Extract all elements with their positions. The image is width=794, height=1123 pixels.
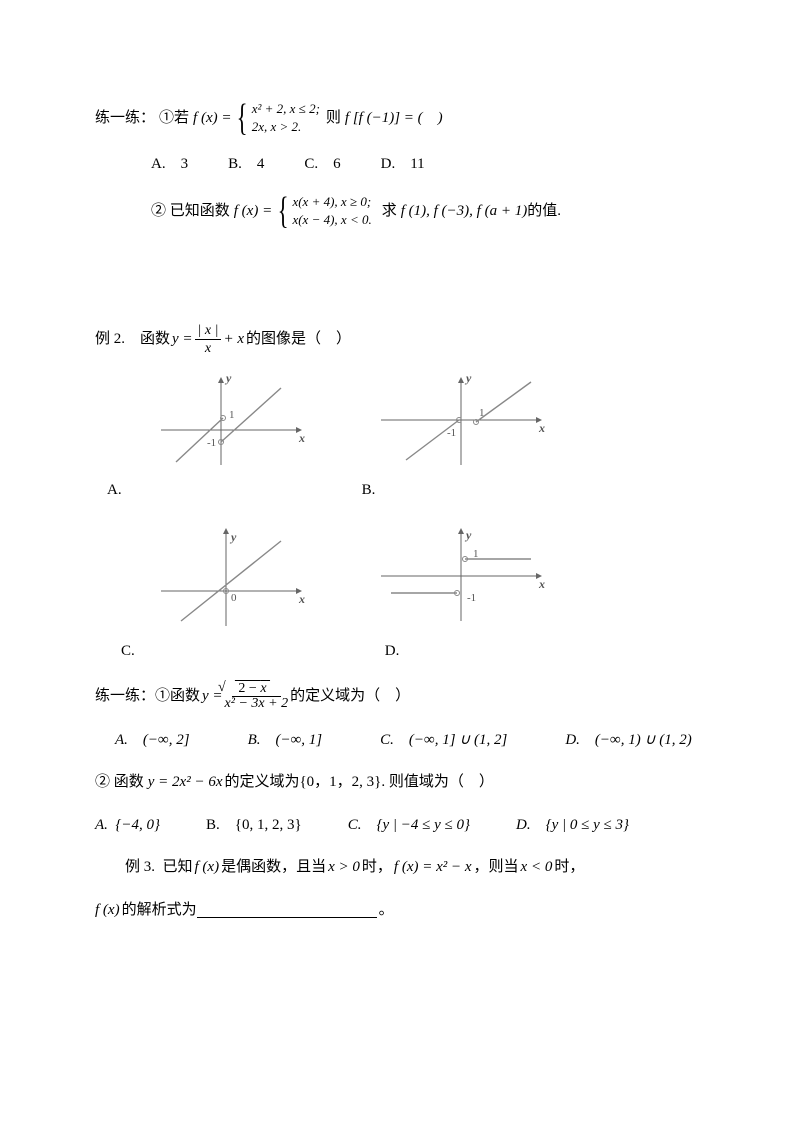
- graph-c: y x 0: [151, 521, 311, 631]
- svg-text:1: 1: [473, 548, 479, 560]
- fx2: f (x) =: [234, 197, 272, 226]
- expr: f [f (−1)] = ( ): [345, 104, 443, 133]
- fraction: 2 − x √ x² − 3x + 2: [225, 681, 289, 712]
- opt-c: C. (−∞, 1] ∪ (1, 2]: [380, 726, 507, 755]
- label-b: B.: [362, 476, 376, 505]
- svg-text:y: y: [464, 528, 472, 542]
- opt-a: A. (−∞, 2]: [115, 726, 190, 755]
- graph-c-svg: y x 0: [151, 521, 311, 631]
- opt-d: D. {y | 0 ≤ y ≤ 3}: [516, 811, 629, 840]
- practice2-q1: 练一练：①函数 y = 2 − x √ x² − 3x + 2 的定义域为（ ）: [95, 681, 699, 712]
- svg-text:x: x: [298, 592, 305, 606]
- svg-text:x: x: [298, 431, 305, 445]
- svg-text:1: 1: [229, 409, 235, 421]
- svg-text:-1: -1: [207, 437, 216, 449]
- svg-text:0: 0: [231, 592, 237, 604]
- vals: f (1), f (−3), f (a + 1): [401, 197, 527, 226]
- graph-d: y x 1 -1: [371, 521, 551, 631]
- graph-a-svg: y x 1 -1: [151, 370, 311, 470]
- label-a: A.: [107, 476, 122, 505]
- graphs-row-1: y x 1 -1 y x 1 -1: [95, 370, 699, 470]
- practice1-q2: ② 已知函数 f (x) = x(x + 4), x ≥ 0; x(x − 4)…: [95, 193, 699, 229]
- svg-text:1: 1: [479, 407, 485, 419]
- svg-text:y: y: [464, 371, 472, 385]
- graph-labels-2: C. D.: [95, 637, 699, 666]
- practice2-opts: A. (−∞, 2] B. (−∞, 1] C. (−∞, 1] ∪ (1, 2…: [95, 726, 699, 755]
- svg-text:x: x: [538, 421, 545, 435]
- opt-b: B. 4: [228, 150, 264, 179]
- ex3-line1: 例 3. 已知 f (x) 是偶函数，且当 x > 0 时， f (x) = x…: [95, 853, 699, 882]
- opt-d: D. 11: [381, 150, 425, 179]
- opt-b: B. (−∞, 1]: [248, 726, 323, 755]
- graph-a: y x 1 -1: [151, 370, 311, 470]
- graph-d-svg: y x 1 -1: [371, 521, 551, 631]
- label-c: C.: [121, 637, 135, 666]
- q2-2: ② 函数 y = 2x² − 6x 的定义域为{0，1，2, 3}. 则值域为（…: [95, 768, 699, 797]
- svg-text:y: y: [229, 530, 237, 544]
- practice1-q1: 练一练： ①若 f (x) = x² + 2, x ≤ 2; 2x, x > 2…: [95, 100, 699, 136]
- svg-text:x: x: [538, 577, 545, 591]
- opt-c: C. 6: [304, 150, 340, 179]
- ex2: 例 2. 函数 y = | x | x + x 的图像是（ ）: [95, 323, 699, 356]
- fraction: | x | x: [195, 323, 222, 356]
- graph-b-svg: y x 1 -1: [371, 370, 551, 470]
- opt-d: D. (−∞, 1) ∪ (1, 2): [565, 726, 691, 755]
- opt-a: A. 3: [151, 150, 188, 179]
- brace-icon: x² + 2, x ≤ 2; 2x, x > 2.: [233, 100, 319, 136]
- label: 练一练：: [95, 104, 155, 133]
- svg-text:-1: -1: [467, 592, 476, 604]
- graph-labels-1: A. B.: [95, 476, 699, 505]
- brace-icon: x(x + 4), x ≥ 0; x(x − 4), x < 0.: [274, 193, 372, 229]
- opt-c: C. {y | −4 ≤ y ≤ 0}: [348, 811, 470, 840]
- then: 则: [326, 104, 341, 133]
- label: 例 2. 函数: [95, 325, 170, 354]
- num2: ② 已知函数: [151, 197, 230, 226]
- svg-text:y: y: [224, 371, 232, 385]
- svg-text:-1: -1: [447, 427, 456, 439]
- answer-blank: [197, 902, 377, 918]
- end: 的值.: [527, 197, 561, 226]
- opt-b: B. {0, 1, 2, 3}: [206, 811, 302, 840]
- graphs-row-2: y x 0 y x 1 -1: [95, 521, 699, 631]
- num1: ①若: [159, 104, 189, 133]
- graph-b: y x 1 -1: [371, 370, 551, 470]
- fx: f (x) =: [193, 104, 231, 133]
- q2-2-opts: A. {−4, 0} B. {0, 1, 2, 3} C. {y | −4 ≤ …: [95, 811, 699, 840]
- ex3-line2: f (x) 的解析式为 。: [95, 896, 699, 925]
- label-d: D.: [385, 637, 400, 666]
- find: 求: [382, 197, 397, 226]
- practice1-opts: A. 3 B. 4 C. 6 D. 11: [95, 150, 699, 179]
- opt-a: A. {−4, 0}: [95, 811, 160, 840]
